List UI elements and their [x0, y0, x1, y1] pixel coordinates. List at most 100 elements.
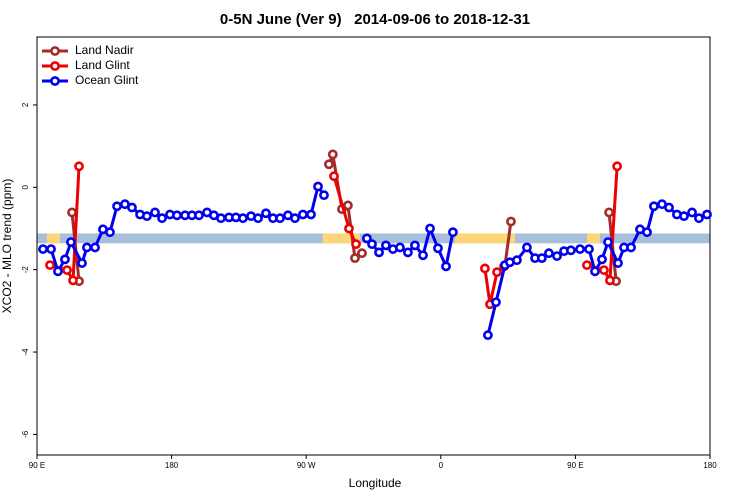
data-point [604, 207, 614, 218]
data-point [261, 208, 271, 219]
data-point [90, 242, 100, 253]
data-point [313, 181, 323, 192]
data-point [362, 233, 372, 244]
data-point [582, 260, 592, 271]
x-tick-label: 0 [439, 461, 444, 470]
data-point [68, 275, 78, 286]
data-point [82, 242, 92, 253]
data-point [575, 244, 585, 254]
data-point [343, 200, 353, 211]
data-point [60, 254, 70, 265]
data-point [597, 254, 607, 265]
legend-label: Land Glint [75, 58, 130, 72]
data-point [350, 253, 360, 264]
x-tick-label: 180 [703, 461, 717, 470]
data-point [626, 242, 636, 253]
data-point [66, 237, 76, 247]
data-point [216, 213, 226, 224]
y-tick-label: -2 [21, 266, 30, 274]
data-point [374, 247, 384, 258]
data-point [448, 227, 458, 238]
data-point [157, 213, 167, 224]
data-point [351, 239, 361, 250]
data-point [480, 263, 490, 274]
data-point [410, 240, 420, 251]
data-point [142, 211, 152, 222]
data-point [395, 242, 405, 253]
data-point [603, 237, 613, 247]
data-point [402, 247, 413, 258]
data-point [357, 248, 367, 259]
data-point [649, 201, 659, 212]
x-tick-label: 90 E [29, 461, 45, 470]
legend-label: Land Nadir [75, 43, 134, 57]
data-point [418, 250, 428, 261]
y-tick-label: 0 [21, 185, 30, 190]
data-point [319, 190, 329, 201]
data-point [367, 239, 377, 250]
data-point [38, 244, 48, 254]
data-point [642, 227, 652, 238]
data-point [433, 243, 443, 254]
data-point [45, 260, 55, 271]
data-point [522, 242, 532, 253]
y-axis-label: XCO2 - MLO trend (ppm) [0, 179, 14, 314]
data-point [605, 275, 615, 286]
data-point [62, 265, 72, 275]
data-point [344, 223, 354, 234]
data-point [67, 207, 77, 218]
land-band [322, 233, 361, 244]
data-point [584, 244, 594, 254]
data-point [679, 211, 689, 222]
data-point [694, 213, 704, 224]
data-point [613, 258, 623, 268]
data-point [238, 213, 248, 224]
chart-title: 0-5N June (Ver 9) 2014-09-06 to 2018-12-… [220, 11, 530, 28]
data-point [324, 159, 334, 170]
ocean-band [37, 233, 710, 244]
land-band [455, 233, 515, 244]
legend-marker [50, 76, 60, 86]
data-point [194, 210, 204, 221]
x-axis-label: Longitude [349, 476, 402, 490]
plot-frame [36, 36, 711, 456]
data-point [46, 244, 56, 254]
x-tick-label: 90 W [297, 461, 316, 470]
data-point [512, 255, 522, 266]
x-tick-label: 90 E [567, 461, 583, 470]
data-point [664, 202, 674, 213]
data-point [536, 253, 547, 264]
land-band [47, 233, 61, 244]
land-band [586, 233, 600, 244]
legend-marker [50, 46, 60, 56]
data-point [425, 223, 435, 234]
data-point [590, 266, 600, 277]
data-point [441, 261, 451, 272]
data-point [483, 330, 493, 341]
data-point [491, 297, 501, 308]
data-point [702, 209, 712, 220]
data-point [53, 266, 63, 277]
legend-marker [50, 61, 60, 71]
data-point [329, 171, 339, 182]
x-tick-label: 180 [165, 461, 179, 470]
data-point [506, 216, 516, 227]
data-point [306, 209, 316, 220]
data-point [552, 251, 562, 261]
y-tick-label: 2 [21, 102, 30, 107]
data-point [327, 149, 338, 160]
y-tick-label: -6 [21, 430, 30, 438]
data-point [112, 201, 122, 212]
data-point [290, 213, 300, 224]
data-point [381, 240, 391, 251]
data-point [74, 161, 84, 172]
data-point [77, 258, 87, 268]
data-point [150, 207, 160, 218]
data-point [253, 213, 263, 224]
legend-label: Ocean Glint [75, 73, 139, 87]
data-point [612, 161, 623, 172]
data-point [544, 248, 554, 259]
y-tick-label: -4 [21, 348, 30, 356]
data-point [275, 213, 285, 224]
